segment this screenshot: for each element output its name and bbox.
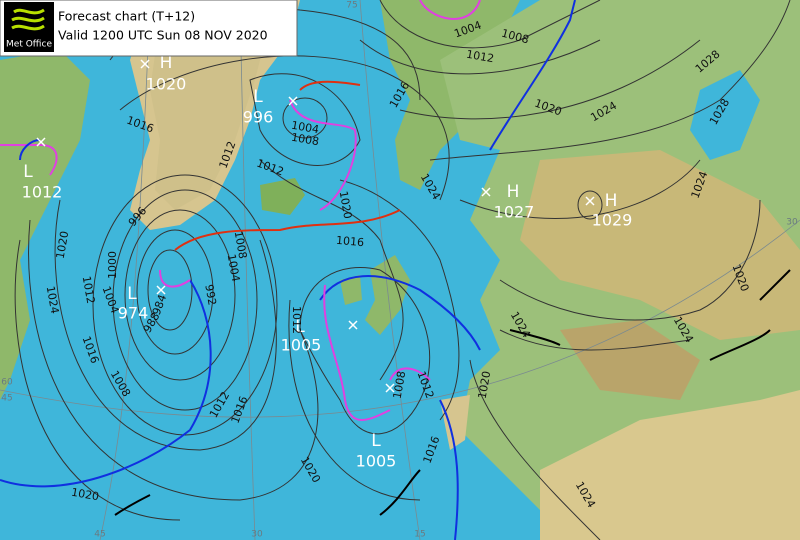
center-type: H: [507, 182, 520, 202]
center-type: L: [23, 162, 33, 182]
isobar-label: 1016: [336, 234, 365, 249]
isobar-label: 1012: [465, 48, 495, 66]
chart-title: Forecast chart (T+12): [58, 9, 195, 24]
isobar-label: 1008: [391, 370, 409, 400]
logo-mark: [11, 8, 45, 31]
center-pressure: 1027: [494, 203, 535, 222]
graticule-label: 60: [1, 378, 13, 388]
center-type: H: [605, 191, 618, 211]
header: Met Office Forecast chart (T+12) Valid 1…: [0, 0, 298, 57]
center-type: L: [253, 87, 263, 107]
isobar-label: 1004: [290, 119, 320, 137]
center-pressure: 1012: [22, 183, 63, 202]
chart-validity: Valid 1200 UTC Sun 08 NOV 2020: [58, 28, 268, 43]
center-pressure: 974: [118, 304, 149, 323]
isobar-label: 1008: [232, 230, 250, 260]
center-type: L: [371, 431, 381, 451]
isobar-label: 1020: [70, 486, 100, 504]
center-marker: [156, 285, 166, 295]
center-pressure: 1020: [146, 75, 187, 94]
center-marker: [288, 96, 298, 106]
isobar-label: 992: [202, 283, 218, 306]
center-pressure: 1005: [356, 452, 397, 471]
center-marker: [385, 383, 395, 393]
isobar-label: 1024: [44, 285, 62, 315]
isobar-label: 1008: [290, 131, 320, 149]
isobar-label: 1004: [225, 253, 243, 283]
isobar-label: 1012: [80, 275, 98, 305]
center-pressure: 1029: [592, 211, 633, 230]
isobars: [14, 0, 791, 540]
graticule-label: 15: [414, 530, 425, 540]
center-type: L: [127, 284, 137, 304]
graticule-label: 30: [251, 530, 263, 540]
center-marker: [585, 196, 595, 206]
center-marker: [140, 59, 150, 69]
isobar-label: 1012: [290, 306, 303, 334]
graticule-label: 45: [94, 530, 105, 540]
isobar-label: 1020: [476, 370, 494, 400]
center-marker: [36, 137, 46, 147]
logo-text: Met Office: [6, 40, 52, 50]
center-pressure: 1005: [281, 336, 322, 355]
center-marker: [348, 320, 358, 330]
graticule-label: 45: [1, 394, 12, 404]
center-type: L: [295, 317, 305, 337]
center-pressure: 996: [243, 108, 274, 127]
graticule-label: 30: [786, 218, 798, 228]
isobar-label: 1020: [54, 230, 72, 260]
isobar-label: 1000: [106, 251, 119, 279]
center-marker: [481, 187, 491, 197]
graticule-label: 75: [346, 1, 357, 11]
isobar-label: 1020: [337, 190, 355, 220]
center-type: H: [160, 53, 173, 73]
